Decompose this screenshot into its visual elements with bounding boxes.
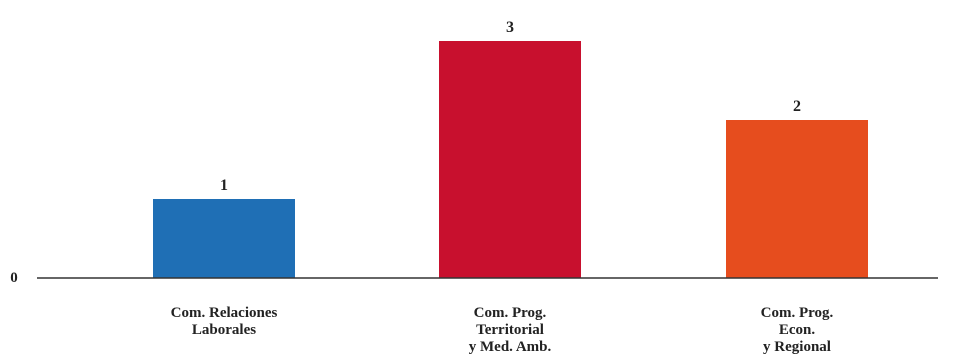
y-axis-zero-label: 0 <box>10 270 18 286</box>
category-label-line: Econ. <box>779 322 816 338</box>
category-label-line: Territorial <box>476 322 544 338</box>
category-label-2: Com. Prog. Territorial y Med. Amb. <box>469 305 552 355</box>
category-label-line: Com. Prog. <box>761 305 834 321</box>
category-label-line: Laborales <box>192 322 256 338</box>
bar-1 <box>153 199 295 278</box>
bar-3 <box>726 120 868 278</box>
bar-value-label-1: 1 <box>220 177 228 194</box>
category-label-line: y Med. Amb. <box>469 339 552 355</box>
category-label-line: Com. Relaciones <box>171 305 278 321</box>
bar-2 <box>439 41 581 278</box>
category-label-line: y Regional <box>763 339 831 355</box>
category-label-3: Com. Prog. Econ. y Regional <box>761 305 834 355</box>
category-label-1: Com. Relaciones Laborales <box>171 305 278 338</box>
bar-value-label-2: 3 <box>506 19 514 36</box>
bar-value-label-3: 2 <box>793 98 801 115</box>
category-label-line: Com. Prog. <box>474 305 547 321</box>
